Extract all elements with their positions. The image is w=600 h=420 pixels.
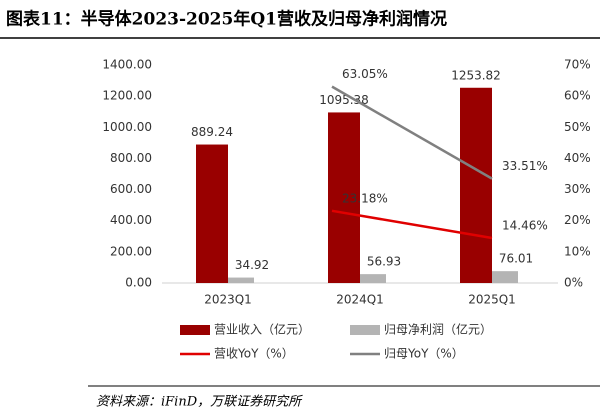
bar [360,274,386,283]
legend-swatch [180,325,210,335]
y2-tick-label: 60% [564,89,591,103]
y2-tick-label: 0% [564,276,583,290]
y2-tick-label: 10% [564,244,591,258]
value-label: 23.18% [342,191,388,205]
value-label: 33.51% [502,159,548,173]
y-tick-label: 1200.00 [102,89,152,103]
y-tick-label: 400.00 [110,213,152,227]
value-label: 56.93 [367,255,401,269]
source: 资料来源：iFinD，万联证券研究所 [96,394,303,410]
y2-tick-label: 50% [564,120,591,134]
value-label: 63.05% [342,67,388,81]
y-tick-label: 1000.00 [102,120,152,134]
bar [196,144,228,283]
x-tick-label: 2025Q1 [468,293,516,307]
value-label: 889.24 [191,125,233,139]
value-label: 1253.82 [451,68,501,82]
y2-tick-label: 30% [564,182,591,196]
bar [460,87,492,283]
legend-label: 营业收入（亿元） [214,322,310,337]
y2-tick-label: 20% [564,213,591,227]
bar [228,277,254,283]
y-tick-label: 0.00 [125,276,152,290]
value-label: 34.92 [235,258,269,272]
y-tick-label: 800.00 [110,151,152,165]
bar [492,271,518,283]
x-tick-label: 2023Q1 [204,293,252,307]
x-tick-label: 2024Q1 [336,293,384,307]
y-tick-label: 1400.00 [102,58,152,72]
line [331,209,493,240]
y-tick-label: 600.00 [110,182,152,196]
value-label: 14.46% [502,218,548,232]
legend-swatch [350,325,380,335]
y2-tick-label: 70% [564,58,591,72]
legend-label: 营收YoY（%） [214,347,294,361]
line [331,85,493,180]
chart-title: 图表11：半导体2023-2025年Q1营收及归母净利润情况 [6,9,447,30]
bar [328,112,360,283]
y2-tick-label: 40% [564,151,591,165]
legend-label: 归母净利润（亿元） [384,322,492,337]
y-tick-label: 200.00 [110,244,152,258]
value-label: 76.01 [499,252,533,266]
legend-label: 归母YoY（%） [384,347,464,361]
value-label: 1095.38 [319,93,369,107]
